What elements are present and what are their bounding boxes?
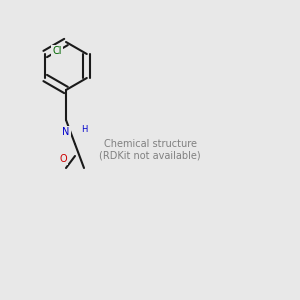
Text: O: O [59, 154, 67, 164]
Text: Cl: Cl [52, 46, 62, 56]
Text: H: H [81, 124, 87, 134]
Text: N: N [62, 127, 70, 137]
Text: Chemical structure
(RDKit not available): Chemical structure (RDKit not available) [99, 139, 201, 161]
